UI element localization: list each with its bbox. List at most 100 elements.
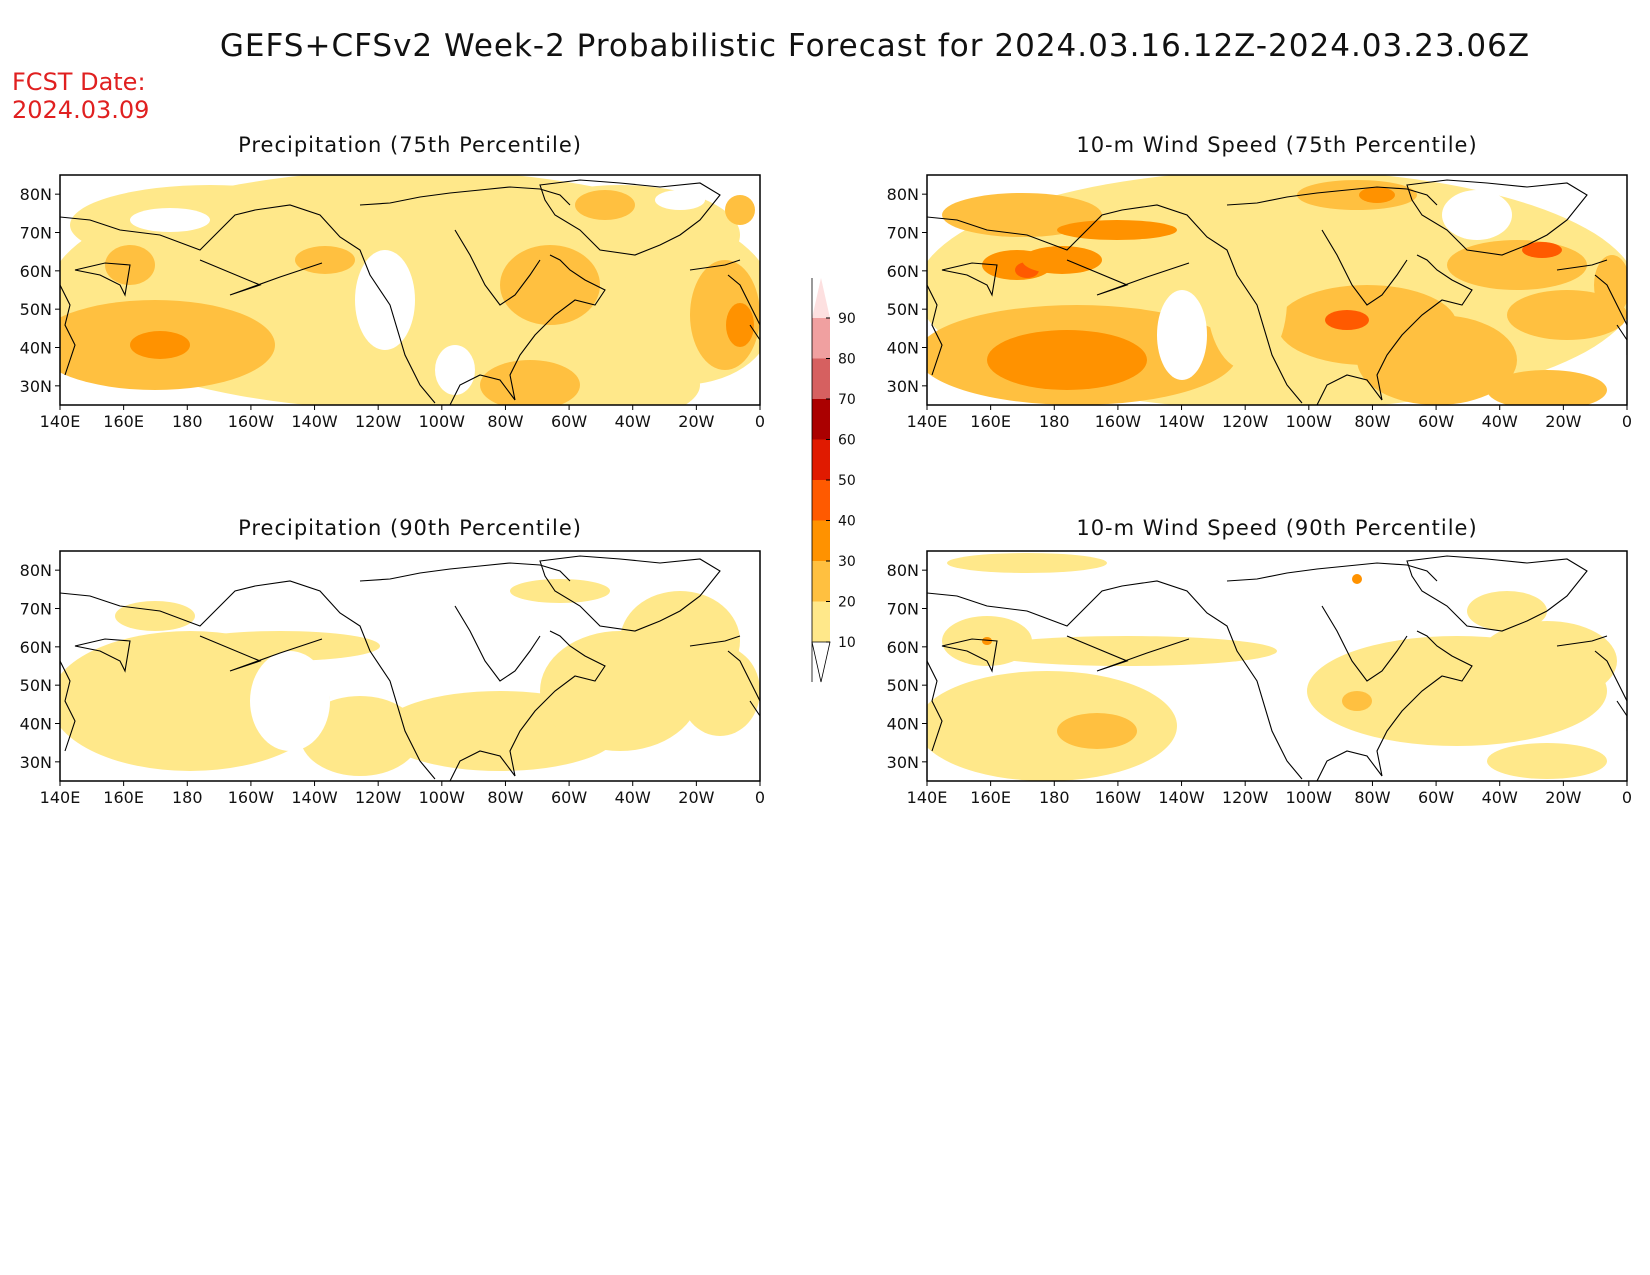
probability-region bbox=[1157, 290, 1207, 380]
lat-tick-label: 60N bbox=[887, 262, 919, 281]
probability-region bbox=[500, 245, 600, 325]
probability-region bbox=[1022, 246, 1102, 274]
colorbar-tick-label: 30 bbox=[838, 554, 856, 570]
coastline bbox=[1594, 650, 1627, 702]
coastline bbox=[1226, 186, 1438, 206]
lon-tick-label: 120W bbox=[1222, 412, 1269, 431]
coastline bbox=[449, 750, 516, 781]
coastline bbox=[539, 555, 721, 632]
lon-tick-label: 20W bbox=[678, 788, 714, 807]
colorbar-top-cap bbox=[812, 278, 830, 318]
lon-tick-label: 140W bbox=[1158, 412, 1205, 431]
probability-region bbox=[180, 631, 380, 661]
lat-tick-label: 80N bbox=[20, 185, 52, 204]
probability-region bbox=[295, 246, 355, 274]
probability-region bbox=[1487, 743, 1607, 779]
lat-tick-label: 40N bbox=[20, 339, 52, 358]
probability-region bbox=[115, 601, 195, 631]
coastline bbox=[509, 630, 606, 777]
lon-tick-label: 60W bbox=[1418, 412, 1454, 431]
lon-tick-label: 80W bbox=[487, 412, 523, 431]
coastline bbox=[449, 374, 516, 405]
colorbar-tick-label: 80 bbox=[838, 352, 856, 368]
lon-tick-label: 160W bbox=[1095, 788, 1142, 807]
forecast-date-value: 2024.03.09 bbox=[12, 96, 150, 124]
colorbar-box bbox=[812, 399, 830, 440]
coastline bbox=[1556, 635, 1608, 647]
probability-region bbox=[130, 331, 190, 359]
lat-tick-label: 30N bbox=[887, 377, 919, 396]
probability-region bbox=[927, 671, 1177, 781]
coastline bbox=[727, 274, 760, 326]
coastline bbox=[199, 635, 323, 672]
lon-tick-label: 40W bbox=[1482, 412, 1518, 431]
probability-region bbox=[355, 250, 415, 350]
probability-region bbox=[655, 190, 705, 210]
probability-region bbox=[947, 553, 1107, 573]
lon-tick-label: 160E bbox=[103, 788, 144, 807]
coastline bbox=[74, 638, 131, 673]
lat-tick-label: 40N bbox=[887, 715, 919, 734]
lat-tick-label: 70N bbox=[20, 224, 52, 243]
probability-region bbox=[1447, 240, 1587, 290]
lon-tick-label: 80W bbox=[1354, 412, 1390, 431]
coastline bbox=[749, 324, 760, 355]
probability-region bbox=[1207, 230, 1287, 370]
coastline bbox=[509, 254, 606, 401]
probability-region bbox=[250, 651, 330, 751]
lat-tick-label: 30N bbox=[20, 377, 52, 396]
coastline bbox=[689, 635, 741, 647]
coastline bbox=[1066, 635, 1190, 672]
coastline bbox=[60, 660, 76, 752]
lon-tick-label: 20W bbox=[1545, 412, 1581, 431]
panel-wind-75: 10-m Wind Speed (75th Percentile) 80N 70N 6… bbox=[887, 133, 1632, 431]
lon-tick-label: 160E bbox=[970, 788, 1011, 807]
lon-tick-label: 140E bbox=[907, 412, 948, 431]
probability-region bbox=[480, 360, 580, 405]
lat-tick-label: 50N bbox=[887, 676, 919, 695]
lat-tick-label: 60N bbox=[20, 638, 52, 657]
probability-region bbox=[575, 190, 635, 220]
colorbar-box bbox=[812, 520, 830, 561]
panel-title: Precipitation (90th Percentile) bbox=[238, 516, 582, 540]
coastline bbox=[454, 229, 541, 306]
coastline bbox=[941, 262, 998, 297]
probability-region bbox=[1487, 370, 1607, 405]
lon-tick-label: 40W bbox=[1482, 788, 1518, 807]
coastline bbox=[927, 284, 943, 376]
coastline bbox=[1316, 374, 1383, 405]
lon-tick-label: 60W bbox=[551, 788, 587, 807]
lon-tick-label: 140W bbox=[1158, 788, 1205, 807]
panel-title: Precipitation (75th Percentile) bbox=[238, 133, 582, 157]
coastline bbox=[927, 660, 943, 752]
lat-tick-label: 80N bbox=[887, 561, 919, 580]
lon-tick-label: 140E bbox=[40, 412, 81, 431]
lat-tick-label: 50N bbox=[20, 676, 52, 695]
coastline bbox=[359, 562, 571, 582]
probability-region bbox=[725, 195, 755, 225]
map-frame bbox=[59, 174, 761, 406]
lon-tick-label: 180 bbox=[172, 412, 203, 431]
lon-tick-label: 0 bbox=[755, 412, 765, 431]
coastline bbox=[727, 650, 760, 702]
probability-region bbox=[1522, 242, 1562, 258]
coastline bbox=[1616, 324, 1627, 355]
colorbar-box bbox=[812, 439, 830, 480]
colorbar-tick-label: 40 bbox=[838, 514, 856, 530]
probability-region bbox=[1594, 255, 1627, 315]
lat-tick-label: 30N bbox=[20, 753, 52, 772]
probability-region bbox=[1359, 187, 1395, 203]
probability-region bbox=[1057, 220, 1177, 240]
main-title: GEFS+CFSv2 Week-2 Probabilistic Forecast… bbox=[219, 28, 1531, 64]
lon-tick-label: 160E bbox=[103, 412, 144, 431]
lon-tick-label: 0 bbox=[755, 788, 765, 807]
map-shading-precip-75 bbox=[60, 175, 760, 405]
coastline bbox=[927, 580, 1303, 780]
lon-tick-label: 140E bbox=[40, 788, 81, 807]
panel-wind-90: 10-m Wind Speed (90th Percentile) 80N 70N 6… bbox=[887, 516, 1632, 807]
coastline bbox=[60, 204, 436, 404]
lat-tick-label: 30N bbox=[887, 753, 919, 772]
probability-region bbox=[977, 636, 1277, 666]
forecast-date-label: FCST Date: bbox=[12, 68, 146, 96]
